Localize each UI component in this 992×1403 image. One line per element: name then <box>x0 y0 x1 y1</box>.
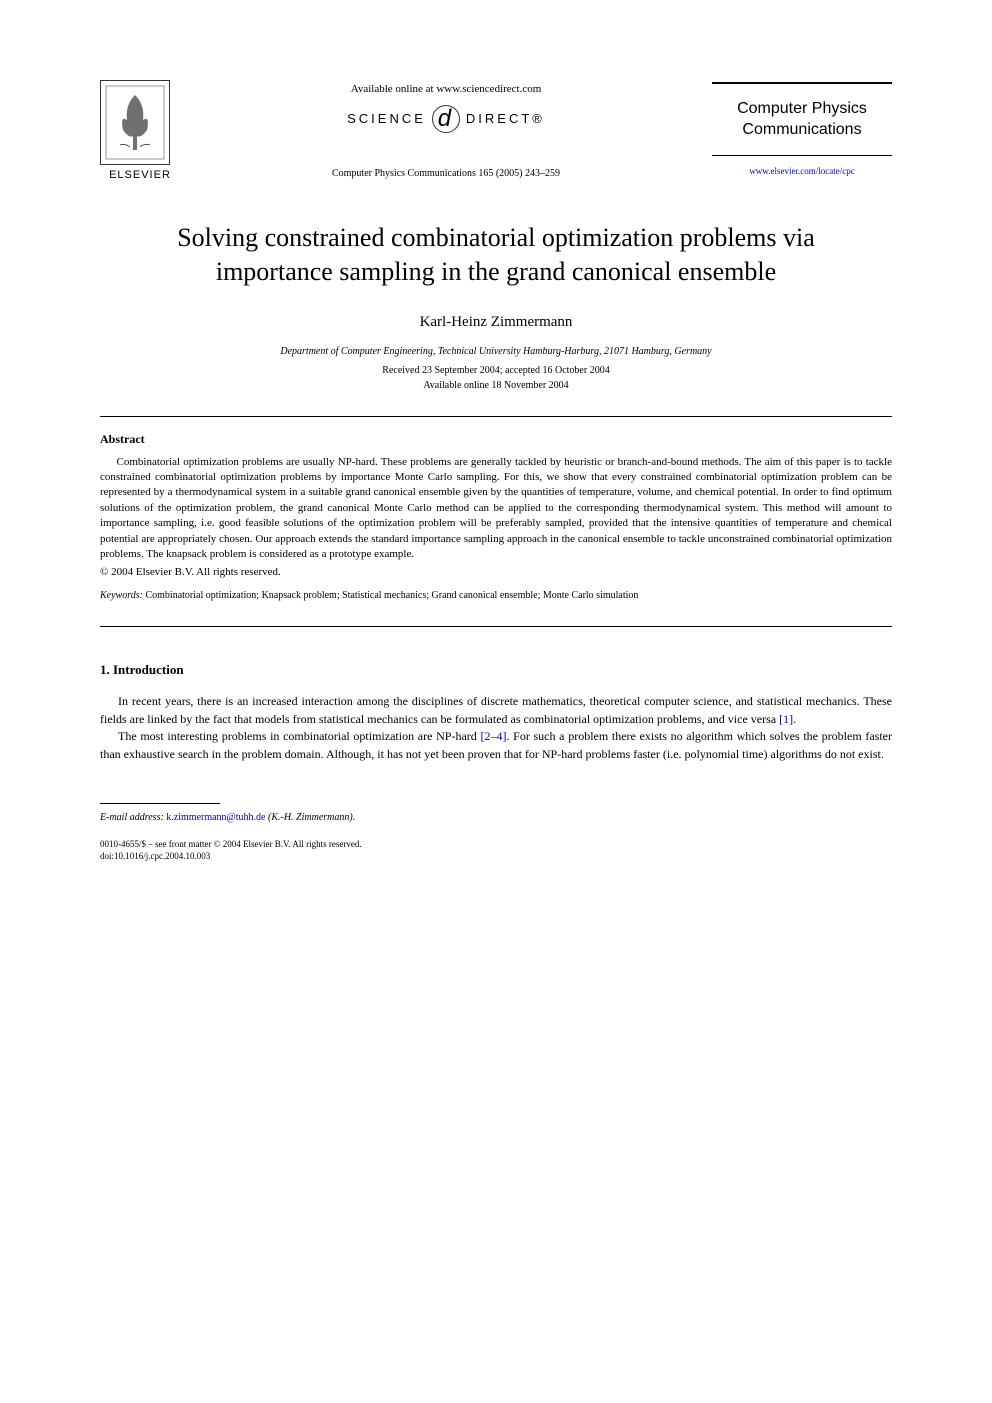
intro-paragraph-1: In recent years, there is an increased i… <box>100 693 892 728</box>
intro-p1-text-a: In recent years, there is an increased i… <box>100 694 892 725</box>
doi: doi:10.1016/j.cpc.2004.10.003 <box>100 850 892 863</box>
divider <box>100 626 892 627</box>
email-footnote: E-mail address: k.zimmermann@tuhh.de (K.… <box>100 812 892 823</box>
received-date: Received 23 September 2004; accepted 16 … <box>100 365 892 376</box>
footnote-separator <box>100 803 220 804</box>
author-name: Karl-Heinz Zimmermann <box>100 314 892 331</box>
keywords: Keywords: Combinatorial optimization; Kn… <box>100 590 892 601</box>
journal-name-line2: Communications <box>742 121 861 138</box>
email-link[interactable]: k.zimmermann@tuhh.de <box>166 812 265 823</box>
publisher-logo: ELSEVIER <box>100 80 180 181</box>
available-date: Available online 18 November 2004 <box>100 380 892 391</box>
available-online-text: Available online at www.sciencedirect.co… <box>200 83 692 95</box>
paper-title: Solving constrained combinatorial optimi… <box>100 221 892 289</box>
publisher-name: ELSEVIER <box>100 169 180 181</box>
keywords-text: Combinatorial optimization; Knapsack pro… <box>145 590 638 601</box>
journal-name: Computer Physics Communications <box>712 99 892 141</box>
divider <box>712 82 892 84</box>
footer-metadata: 0010-4655/$ – see front matter © 2004 El… <box>100 838 892 863</box>
reference-link-2-4[interactable]: [2–4] <box>480 729 506 743</box>
sciencedirect-logo: SCIENCE d DIRECT® <box>347 105 545 133</box>
journal-url-link[interactable]: www.elsevier.com/locate/cpc <box>749 166 854 176</box>
copyright: © 2004 Elsevier B.V. All rights reserved… <box>100 566 892 578</box>
footnote-author: (K.-H. Zimmermann). <box>268 812 355 823</box>
reference-link-1[interactable]: [1] <box>779 712 793 726</box>
direct-text: DIRECT® <box>466 111 545 126</box>
center-header: Available online at www.sciencedirect.co… <box>180 83 712 179</box>
introduction-heading: 1. Introduction <box>100 662 892 678</box>
intro-paragraph-2: The most interesting problems in combina… <box>100 728 892 763</box>
divider <box>100 416 892 417</box>
citation: Computer Physics Communications 165 (200… <box>200 168 692 179</box>
issn-copyright: 0010-4655/$ – see front matter © 2004 El… <box>100 838 892 851</box>
abstract-heading: Abstract <box>100 432 892 447</box>
elsevier-tree-icon <box>100 80 170 165</box>
divider <box>712 155 892 156</box>
intro-p1-text-b: . <box>793 712 796 726</box>
keywords-label: Keywords: <box>100 590 143 601</box>
title-line1: Solving constrained combinatorial optimi… <box>177 223 815 252</box>
journal-name-line1: Computer Physics <box>737 100 867 117</box>
paper-header: ELSEVIER Available online at www.science… <box>100 80 892 181</box>
footnote-label: E-mail address: <box>100 812 164 823</box>
title-line2: importance sampling in the grand canonic… <box>216 257 776 286</box>
intro-p2-text-a: The most interesting problems in combina… <box>118 729 480 743</box>
abstract-text: Combinatorial optimization problems are … <box>100 455 892 563</box>
journal-box: Computer Physics Communications www.else… <box>712 82 892 180</box>
science-text: SCIENCE <box>347 111 426 126</box>
at-icon: d <box>432 105 460 133</box>
affiliation: Department of Computer Engineering, Tech… <box>100 346 892 357</box>
